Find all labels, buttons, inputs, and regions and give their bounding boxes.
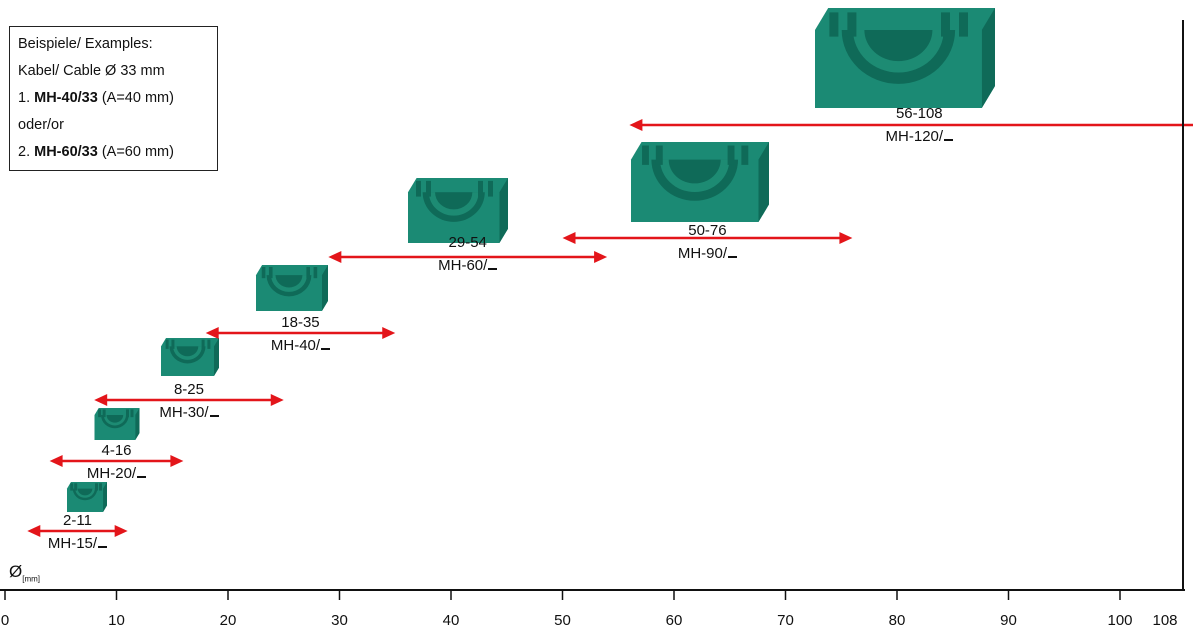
placeholder-underscore [488, 254, 498, 270]
range-value: 2-11 [63, 512, 92, 529]
model-label: MH-30/ [139, 401, 239, 423]
placeholder-underscore [944, 125, 954, 141]
clamp-block-image [256, 265, 328, 311]
range-value: 4-16 [101, 442, 132, 459]
tick-label: 108 [1152, 612, 1178, 629]
range-value: 29-54 [448, 234, 487, 251]
axis-symbol: Ø[mm] [9, 562, 41, 584]
clamp-block-image [631, 142, 769, 222]
model-label: MH-90/ [657, 242, 757, 264]
clamp-blocks [67, 8, 995, 512]
range-arrow [49, 455, 184, 467]
clamp-block-image [67, 482, 107, 512]
range-value: 18-35 [281, 314, 320, 331]
tick-label: 80 [888, 612, 906, 629]
tick-label: 20 [219, 612, 237, 629]
range-arrows [27, 119, 1193, 537]
tick-label: 0 [0, 612, 10, 629]
model-label: MH-120/ [869, 125, 969, 147]
range-arrow [328, 251, 608, 263]
range-value: 50-76 [688, 222, 727, 239]
tick-label: 40 [442, 612, 460, 629]
placeholder-underscore [321, 334, 331, 350]
tick-label: 10 [108, 612, 125, 629]
model-label: MH-40/ [250, 334, 350, 356]
examples-cable: Kabel/ Cable Ø 33 mm [18, 63, 165, 79]
model-label: MH-60/ [418, 254, 518, 276]
range-arrow [205, 327, 396, 339]
placeholder-underscore [137, 462, 147, 478]
range-arrow [27, 525, 128, 537]
range-arrow [629, 119, 1193, 131]
placeholder-underscore [728, 242, 738, 258]
examples-or: oder/or [18, 117, 64, 133]
examples-box: Beispiele/ Examples: Kabel/ Cable Ø 33 m… [9, 26, 218, 171]
placeholder-underscore [98, 532, 108, 548]
example-1: 1. MH-40/33 (A=40 mm) [18, 90, 174, 106]
range-value: 56-108 [895, 105, 943, 122]
range-arrow [94, 394, 284, 406]
model-label: MH-15/ [27, 532, 127, 554]
model-label: MH-20/ [67, 462, 167, 484]
tick-label: 30 [331, 612, 348, 629]
placeholder-underscore [209, 401, 219, 417]
examples-title: Beispiele/ Examples: [18, 36, 153, 52]
x-axis-ticks [4, 590, 1121, 600]
tick-label: 100 [1107, 612, 1133, 629]
clamp-block-image [815, 8, 995, 108]
example-2: 2. MH-60/33 (A=60 mm) [18, 144, 174, 160]
clamp-block-image [94, 408, 140, 440]
tick-label: 70 [777, 612, 794, 629]
tick-label: 60 [665, 612, 683, 629]
tick-label: 50 [554, 612, 571, 629]
tick-label: 90 [1000, 612, 1017, 629]
range-arrow [562, 232, 853, 244]
clamp-block-image [408, 178, 508, 243]
range-value: 8-25 [173, 381, 204, 398]
clamp-block-image [161, 338, 219, 376]
